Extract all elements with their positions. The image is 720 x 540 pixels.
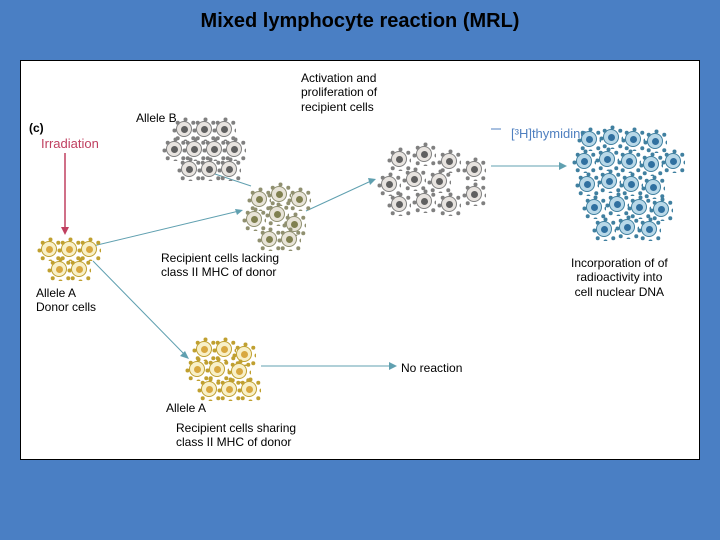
allele-b-label: Allele B: [136, 111, 177, 125]
cell-blue: [625, 131, 641, 147]
irradiation-label: Irradiation: [41, 136, 99, 152]
panel-c-label: (c): [29, 121, 44, 135]
cell-blue: [609, 196, 625, 212]
cell-yellow: [201, 381, 217, 397]
cell-gray: [226, 141, 242, 157]
cell-mixed: [281, 231, 297, 247]
cell-blue: [586, 199, 602, 215]
cell-blue: [601, 173, 617, 189]
cell-blue: [599, 151, 615, 167]
allele-a-bottom-label: Allele A: [166, 401, 206, 415]
cell-gray: [406, 171, 422, 187]
cell-gray: [381, 176, 397, 192]
recipient-lacking-label: Recipient cells lacking class II MHC of …: [161, 251, 279, 280]
cell-gray: [196, 121, 212, 137]
cell-gray: [416, 193, 432, 209]
recipient-sharing-label: Recipient cells sharing class II MHC of …: [176, 421, 296, 450]
cell-gray: [206, 141, 222, 157]
cell-yellow: [61, 241, 77, 257]
slide-title: Mixed lymphocyte reaction (MRL): [0, 10, 720, 33]
cell-yellow: [71, 261, 87, 277]
cell-gray: [466, 161, 482, 177]
cell-gray: [176, 121, 192, 137]
cell-blue: [619, 219, 635, 235]
cell-gray: [166, 141, 182, 157]
cell-mixed: [246, 211, 262, 227]
cell-mixed: [261, 231, 277, 247]
slide-background: Mixed lymphocyte reaction (MRL) (c) Irra…: [0, 0, 720, 540]
irradiation-arrow: [59, 153, 79, 238]
cell-gray: [431, 173, 447, 189]
cell-blue: [653, 201, 669, 217]
cell-gray: [221, 161, 237, 177]
diagram-panel: (c) Irradiation Allele A Donor cells All…: [20, 60, 700, 460]
cell-gray: [216, 121, 232, 137]
cell-gray: [201, 161, 217, 177]
cell-gray: [441, 153, 457, 169]
cell-yellow: [81, 241, 97, 257]
cell-blue: [623, 176, 639, 192]
cell-mixed: [271, 186, 287, 202]
cell-gray: [416, 146, 432, 162]
cell-gray: [391, 151, 407, 167]
cell-blue: [665, 153, 681, 169]
cell-blue: [596, 221, 612, 237]
cell-yellow: [209, 361, 225, 377]
cell-yellow: [41, 241, 57, 257]
cell-yellow: [189, 361, 205, 377]
cell-gray: [186, 141, 202, 157]
activation-label: Activation and proliferation of recipien…: [301, 71, 377, 114]
cell-yellow: [51, 261, 67, 277]
thymidine-label: [³H]thymidine: [511, 126, 588, 142]
cell-blue: [579, 176, 595, 192]
cell-blue: [631, 199, 647, 215]
cell-gray: [391, 196, 407, 212]
cell-blue: [603, 129, 619, 145]
cell-blue: [581, 131, 597, 147]
cell-gray: [441, 196, 457, 212]
cell-blue: [643, 156, 659, 172]
cell-gray: [181, 161, 197, 177]
cell-yellow: [196, 341, 212, 357]
allele-a-donor-label: Allele A Donor cells: [36, 286, 96, 315]
cell-yellow: [216, 341, 232, 357]
no-reaction-label: No reaction: [401, 361, 462, 375]
cell-blue: [641, 221, 657, 237]
cell-blue: [576, 153, 592, 169]
cell-mixed: [291, 191, 307, 207]
cell-blue: [645, 179, 661, 195]
cell-blue: [647, 133, 663, 149]
cell-yellow: [221, 381, 237, 397]
cell-yellow: [241, 381, 257, 397]
incorporation-label: Incorporation of of radioactivity into c…: [571, 256, 668, 299]
cell-gray: [466, 186, 482, 202]
cell-blue: [621, 153, 637, 169]
